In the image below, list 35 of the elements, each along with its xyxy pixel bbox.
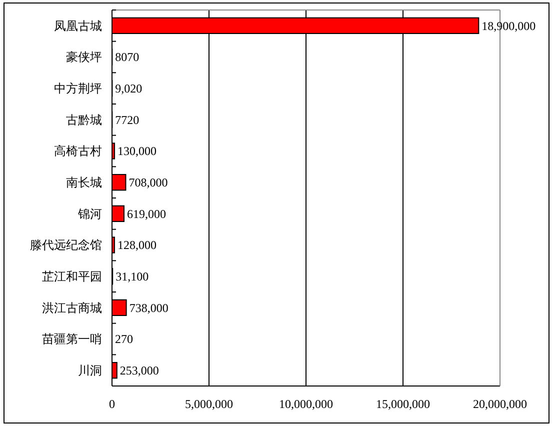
y-tick-label: 中方荆坪 <box>54 82 102 96</box>
bar <box>112 362 118 379</box>
data-label: 708,000 <box>128 176 168 190</box>
bar <box>112 299 127 316</box>
bar <box>112 205 125 222</box>
y-tick-label: 古黔城 <box>66 112 102 127</box>
y-tick-label: 芷江和平园 <box>42 270 102 284</box>
y-tick-label: 凤凰古城 <box>54 18 102 33</box>
data-label: 253,000 <box>120 364 159 378</box>
data-label: 270 <box>115 332 134 346</box>
y-tick-label: 豪侠坪 <box>66 50 102 64</box>
data-label: 619,000 <box>127 206 166 221</box>
data-label: 18,900,000 <box>482 18 536 33</box>
y-tick-label: 洪江古商城 <box>42 300 102 315</box>
data-label: 130,000 <box>118 144 157 158</box>
bar <box>112 142 116 160</box>
x-tick-label: 5,000,000 <box>185 397 233 411</box>
x-tick-label: 15,000,000 <box>376 397 430 411</box>
x-tick-label: 0 <box>109 397 115 411</box>
data-label: 7720 <box>115 112 140 127</box>
data-label: 9,020 <box>115 82 142 96</box>
data-label: 128,000 <box>117 238 156 252</box>
y-tick-label: 滕代远纪念馆 <box>30 238 102 252</box>
y-tick-label: 川洞 <box>78 364 102 378</box>
data-label: 738,000 <box>129 300 168 315</box>
y-tick-label: 锦河 <box>77 206 102 221</box>
data-label: 31,100 <box>116 270 149 284</box>
y-tick-label: 高椅古村 <box>54 144 102 158</box>
data-label: 8070 <box>115 50 140 64</box>
bar <box>112 174 126 191</box>
y-tick-label: 苗疆第一哨 <box>42 332 102 346</box>
y-tick-label: 南长城 <box>66 176 102 190</box>
bar <box>112 236 115 254</box>
x-tick-label: 10,000,000 <box>279 397 333 411</box>
x-tick-label: 20,000,000 <box>473 397 527 411</box>
